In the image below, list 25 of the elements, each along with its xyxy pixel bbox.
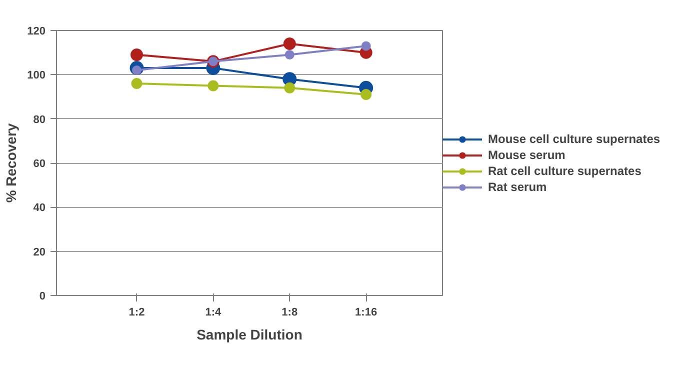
legend-label: Rat cell culture supernates bbox=[488, 164, 642, 178]
point bbox=[361, 41, 371, 51]
legend-label: Mouse cell culture supernates bbox=[488, 132, 662, 146]
y-tick-label: 80 bbox=[33, 114, 46, 126]
point bbox=[208, 80, 219, 92]
point bbox=[130, 48, 144, 62]
y-tick-label: 0 bbox=[39, 290, 46, 302]
legend-label: Rat serum bbox=[488, 180, 548, 194]
point bbox=[284, 82, 296, 94]
y-tick-label: 60 bbox=[33, 158, 46, 170]
point bbox=[131, 78, 142, 89]
y-tick-label: 120 bbox=[27, 26, 46, 38]
point bbox=[283, 38, 296, 50]
point bbox=[284, 50, 294, 60]
x-axis-title: Sample Dilution bbox=[196, 326, 302, 342]
x-tick-label: 1:2 bbox=[128, 306, 145, 318]
y-tick-label: 20 bbox=[33, 246, 46, 258]
y-tick-label: 40 bbox=[33, 202, 46, 214]
point bbox=[360, 89, 372, 100]
x-tick-label: 1:4 bbox=[205, 306, 222, 318]
x-tick-label: 1:8 bbox=[282, 306, 298, 318]
legend-label: Mouse serum bbox=[488, 148, 566, 162]
y-axis-title: % Recovery bbox=[3, 123, 20, 203]
x-tick-label: 1:16 bbox=[355, 306, 378, 318]
y-tick-label: 100 bbox=[27, 70, 46, 82]
